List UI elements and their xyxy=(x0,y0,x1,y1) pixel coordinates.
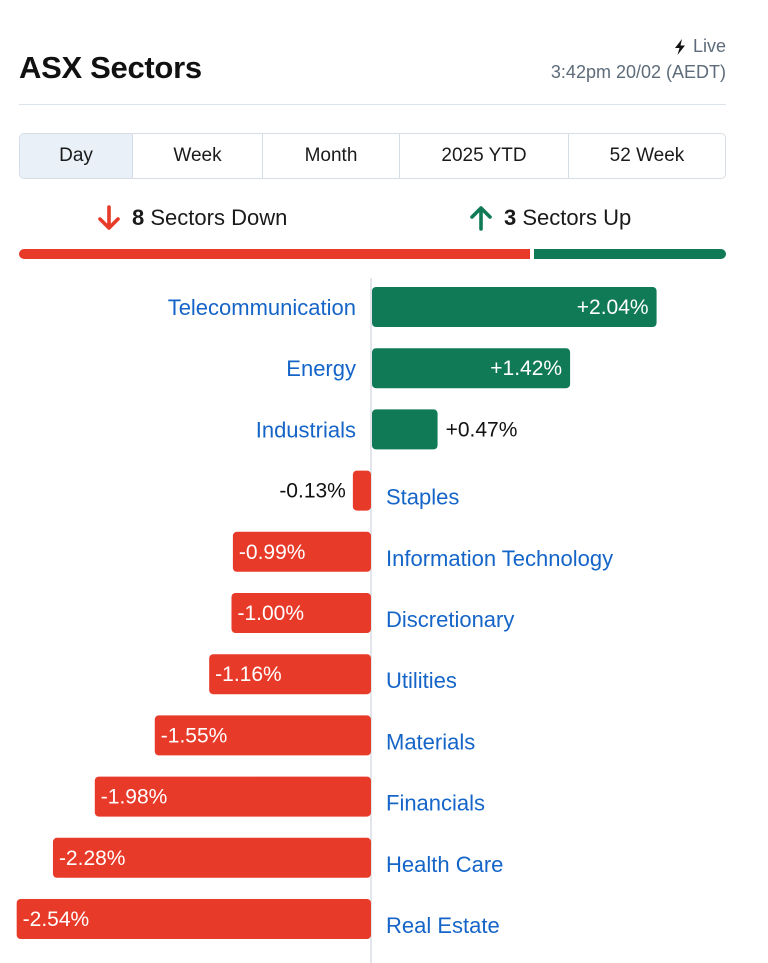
value-label: -1.98% xyxy=(101,786,168,809)
category-label[interactable]: Industrials xyxy=(256,417,356,442)
bar-utilities[interactable] xyxy=(209,654,371,695)
sectors-up-summary: 3 Sectors Up xyxy=(468,204,631,232)
timestamp: 3:42pm 20/02 (AEDT) xyxy=(550,62,726,82)
ratio-bar-up xyxy=(534,249,726,259)
value-label: +2.04% xyxy=(577,296,649,319)
value-label: -1.16% xyxy=(215,663,282,686)
value-label: -2.54% xyxy=(23,908,90,931)
category-label[interactable]: Telecommunication xyxy=(168,295,356,320)
sector-performance-chart: +2.04% Telecommunication +1.42% Energy +0.47… xyxy=(16,278,657,963)
category-label[interactable]: Materials xyxy=(386,729,475,754)
bar-telecommunication[interactable] xyxy=(372,287,657,327)
header-divider xyxy=(19,104,726,105)
value-label: +0.47% xyxy=(446,418,518,441)
category-label[interactable]: Health Care xyxy=(386,852,503,877)
tab-day[interactable]: Day xyxy=(20,134,133,178)
live-label: Live xyxy=(692,36,726,56)
sectors-down-summary: 8 Sectors Down xyxy=(96,204,287,232)
live-indicator: Live xyxy=(673,36,726,57)
bar-health-care[interactable] xyxy=(52,837,371,878)
value-label: -0.99% xyxy=(239,541,306,564)
bar-discretionary[interactable] xyxy=(231,593,372,633)
tab-month[interactable]: Month xyxy=(263,134,400,178)
value-label: -1.55% xyxy=(161,724,228,747)
arrow-up-icon xyxy=(470,206,492,231)
period-tabs: Day Week Month 2025 YTD 52 Week xyxy=(19,133,726,179)
category-label[interactable]: Real Estate xyxy=(386,913,500,938)
bar-industrials[interactable] xyxy=(372,409,438,450)
ratio-bar-down xyxy=(19,249,531,259)
tab-2025-ytd[interactable]: 2025 YTD xyxy=(400,134,569,178)
bar-information-technology[interactable] xyxy=(232,531,371,572)
sectors-up-count: 3 xyxy=(504,205,517,230)
sectors-down-count: 8 xyxy=(132,205,145,230)
category-label[interactable]: Staples xyxy=(386,485,459,510)
arrow-down-icon xyxy=(98,205,120,230)
page-title: ASX Sectors xyxy=(19,50,202,85)
bar-energy[interactable] xyxy=(372,348,571,389)
tab-52-week[interactable]: 52 Week xyxy=(609,145,685,166)
sectors-down-label: Sectors Down xyxy=(150,205,288,230)
bar-financials[interactable] xyxy=(94,776,371,817)
category-label[interactable]: Information Technology xyxy=(386,546,613,571)
value-label: +1.42% xyxy=(490,357,562,380)
tab-week[interactable]: Week xyxy=(133,134,263,178)
category-label[interactable]: Utilities xyxy=(386,668,457,693)
bar-staples[interactable] xyxy=(352,470,371,511)
lightning-icon xyxy=(674,38,685,55)
bar-real-estate[interactable] xyxy=(16,899,371,939)
category-label[interactable]: Discretionary xyxy=(386,607,514,632)
sectors-up-label: Sectors Up xyxy=(522,205,632,230)
bar-materials[interactable] xyxy=(154,715,371,756)
value-label: -1.00% xyxy=(238,602,305,625)
value-label: -0.13% xyxy=(279,480,346,503)
category-label[interactable]: Financials xyxy=(386,791,485,816)
value-label: -2.28% xyxy=(59,847,126,870)
category-label[interactable]: Energy xyxy=(286,356,356,381)
